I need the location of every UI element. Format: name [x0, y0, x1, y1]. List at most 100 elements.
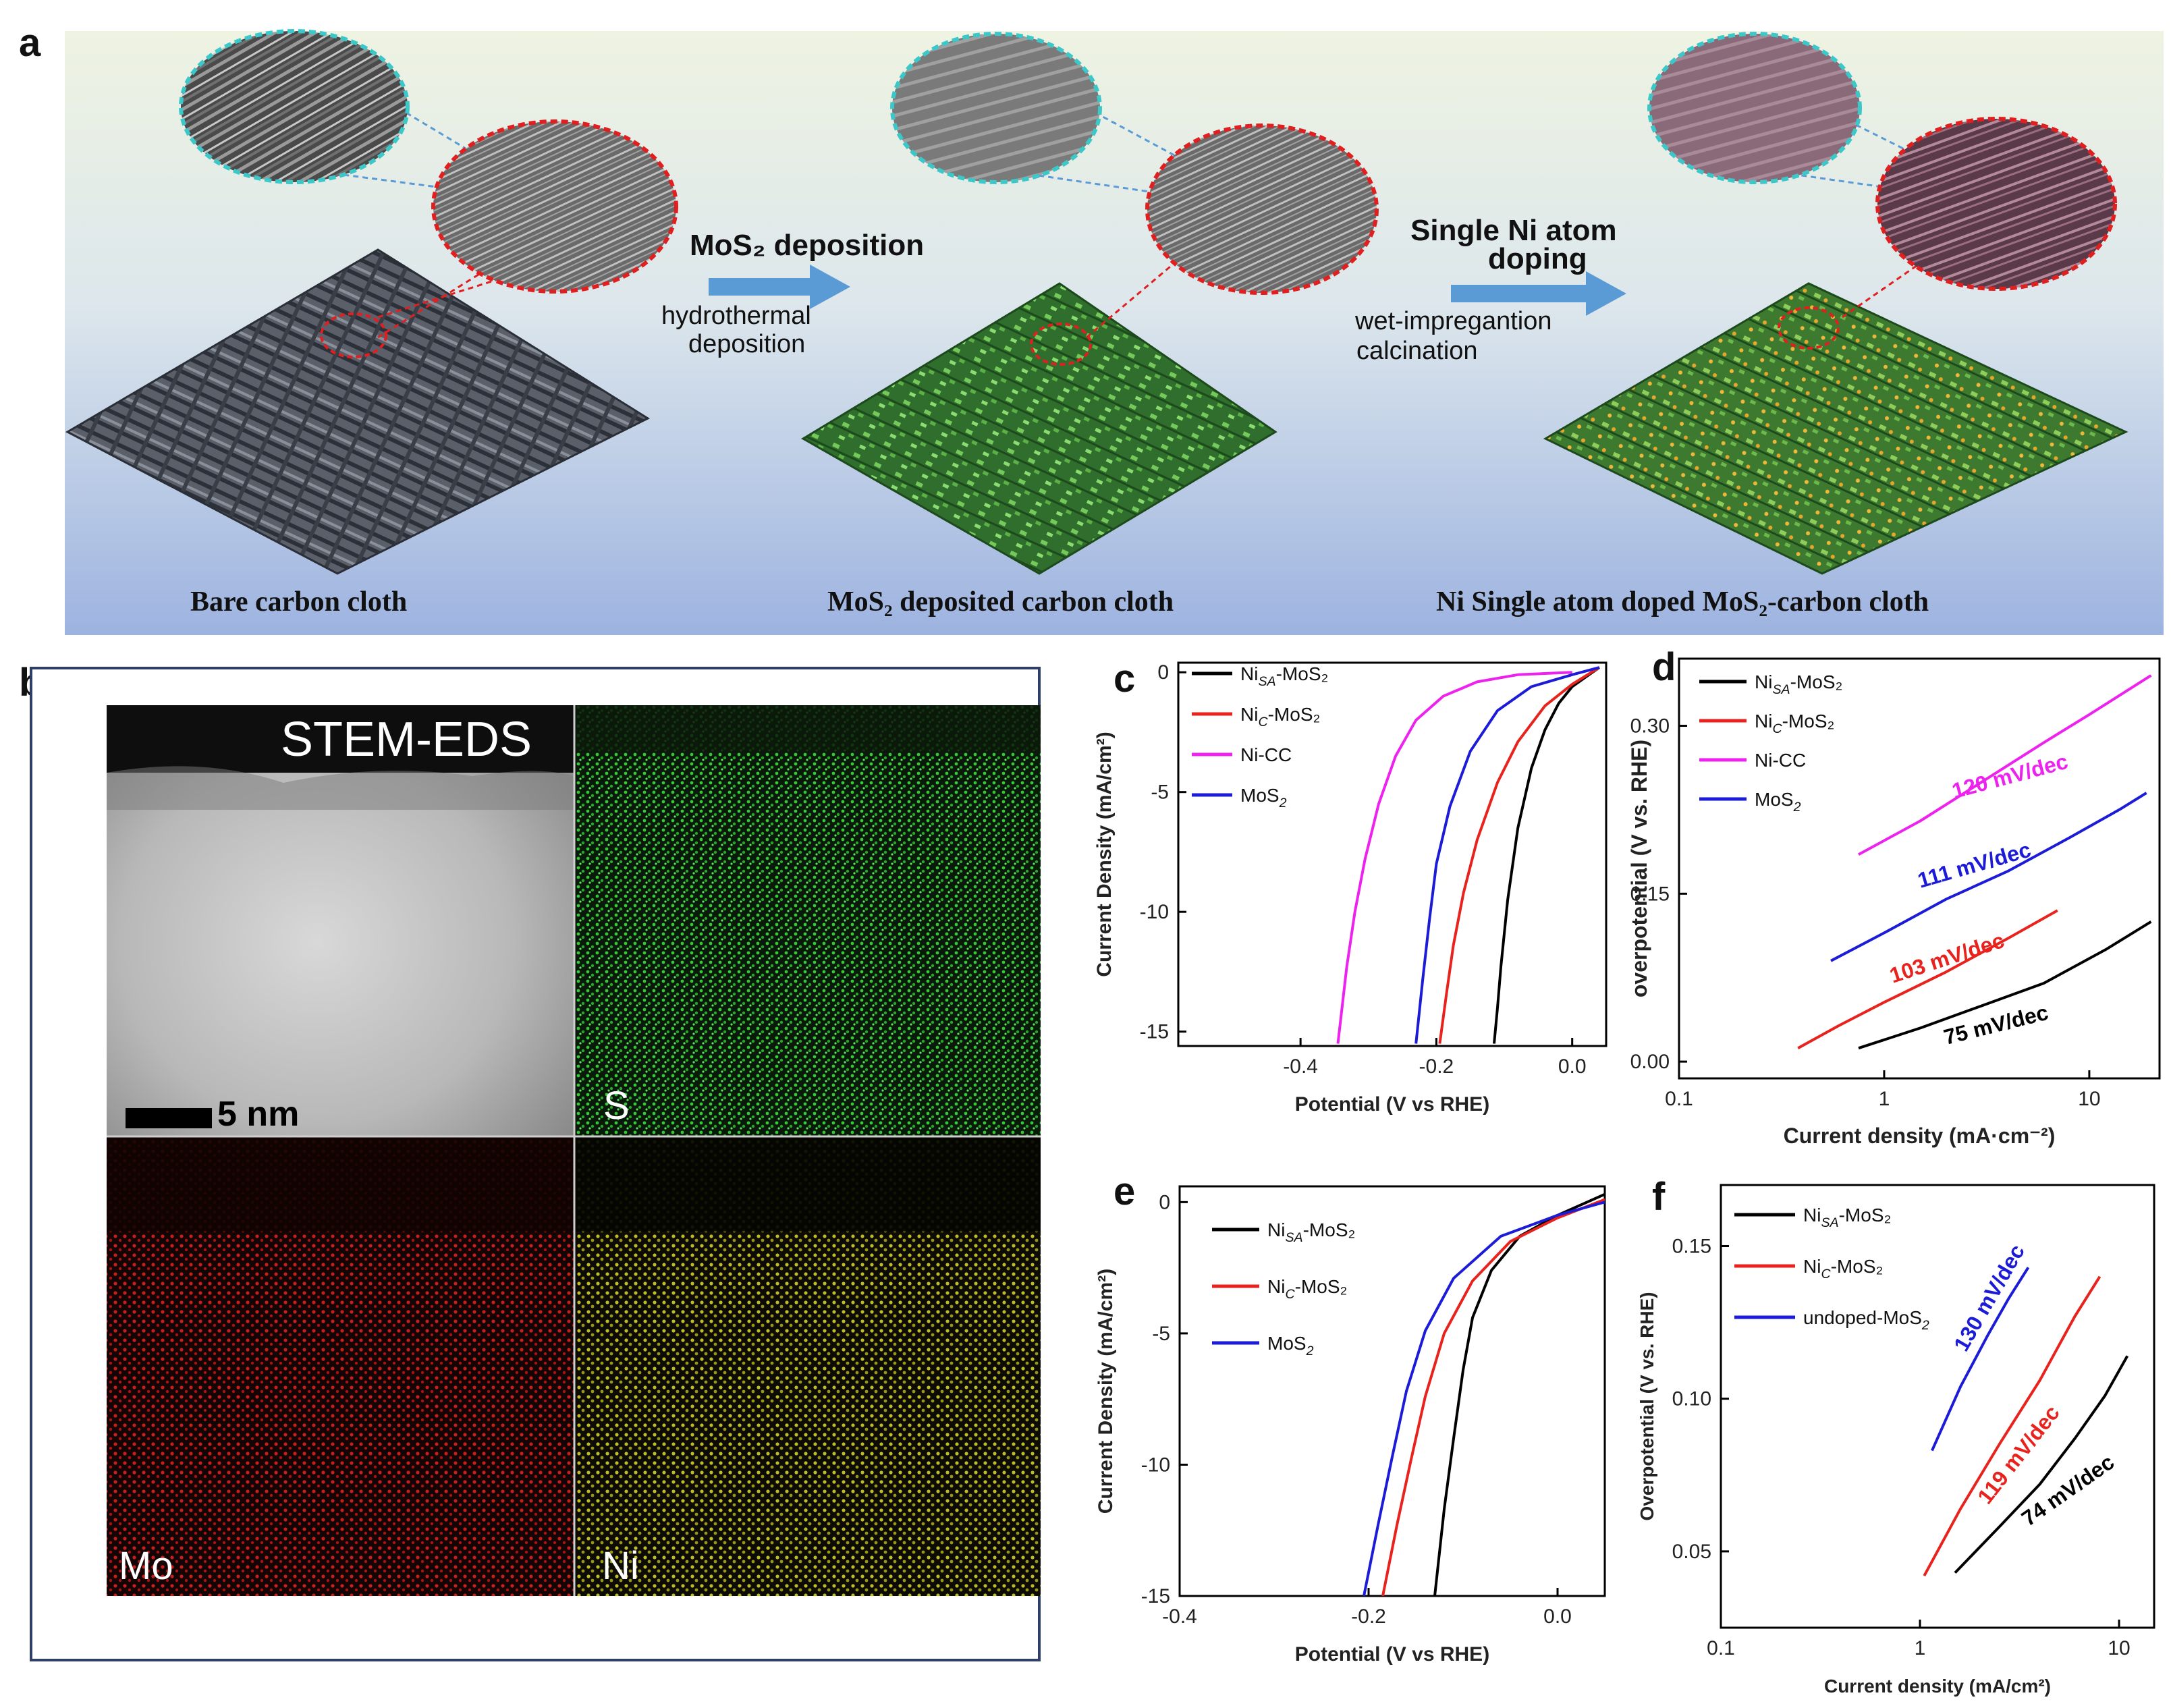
legend-entry: MoS2 — [1699, 789, 1801, 815]
x-tick-label: 10 — [2108, 1637, 2130, 1659]
panel-letter-e: e — [1114, 1169, 1136, 1213]
x-tick-label: 0.1 — [1665, 1088, 1693, 1110]
step2-sub1: wet-impregantion — [1354, 307, 1551, 335]
legend-label: NiC-MoS₂ — [1267, 1276, 1347, 1302]
legend-entry: MoS2 — [1192, 785, 1287, 810]
process-arrow-1 — [709, 265, 850, 309]
y-tick-label: 0.15 — [1630, 883, 1670, 905]
y-tick-label: 0.30 — [1630, 715, 1670, 738]
process-arrow-2 — [1451, 271, 1626, 316]
step1-title: MoS₂ deposition — [690, 229, 924, 262]
caption-mos2-cloth: MoS₂ deposited carbon cloth — [827, 586, 1174, 617]
caption-bare-cloth: Bare carbon cloth — [190, 586, 407, 617]
y-axis-label: Overpotential (V vs. RHE) — [1637, 1292, 1657, 1520]
x-tick-label: 10 — [2078, 1088, 2100, 1110]
step2-sub2: calcination — [1356, 337, 1478, 365]
y-tick-label: -15 — [1141, 1585, 1170, 1607]
map-label-mo: Mo — [119, 1544, 173, 1588]
legend-label: NiSA-MoS₂ — [1267, 1219, 1355, 1245]
x-axis-label: Potential (V vs RHE) — [1295, 1093, 1489, 1115]
series-line-1 — [1931, 1267, 2030, 1452]
sem-inset-mos2-small — [890, 32, 1175, 194]
x-tick-label: -0.2 — [1351, 1605, 1386, 1628]
legend-entry: MoS2 — [1212, 1333, 1314, 1358]
legend-entry: NiSA-MoS₂ — [1192, 663, 1328, 689]
legend-label: MoS2 — [1267, 1333, 1314, 1358]
plot-frame-f — [1720, 1184, 2155, 1629]
x-axis-label: Current density (mA·cm⁻²) — [1784, 1124, 2056, 1148]
legend-entry: NiSA-MoS₂ — [1734, 1205, 1891, 1230]
x-tick-label: -0.2 — [1419, 1055, 1454, 1078]
ni-doped-cloth-illustration — [1543, 282, 2128, 575]
panel-letter-c: c — [1114, 657, 1136, 700]
x-tick-label: -0.4 — [1162, 1605, 1197, 1628]
step1-sub2: deposition — [688, 330, 805, 358]
legend-label: MoS2 — [1240, 785, 1287, 810]
map-label-ni: Ni — [602, 1544, 639, 1588]
y-axis-label: overpotential (V vs. RHE) — [1627, 740, 1651, 997]
y-tick-label: 0 — [1157, 661, 1169, 684]
legend-label: NiSA-MoS₂ — [1240, 663, 1328, 689]
stem-eds-panel: STEM-EDS 5 nm S Mo Ni — [30, 667, 1041, 1661]
series-line-2 — [1923, 1275, 2101, 1577]
series-line-3 — [1363, 1201, 1605, 1596]
step2-title2: doping — [1488, 242, 1587, 275]
series-line-2 — [1381, 1198, 1605, 1596]
series-line-4 — [1858, 920, 2152, 1050]
scale-bar — [126, 1108, 212, 1128]
slope-annotation: 120 mV/dec — [1950, 749, 2070, 803]
panel-letter-a: a — [19, 21, 41, 65]
chart-e: -0.4 -0.2 0.0 0 -5 -10 -15 Potential (V vs RHE)… — [1095, 1185, 1606, 1665]
x-tick-label: 0.0 — [1558, 1055, 1587, 1078]
legend-label: NiC-MoS₂ — [1803, 1256, 1883, 1282]
legend-entry: NiC-MoS₂ — [1734, 1256, 1883, 1282]
legend-label: NiSA-MoS₂ — [1755, 671, 1842, 697]
chart-c: -0.4 -0.2 0.0 0 -5 -10 -15 Potential (V vs RHE)… — [1093, 661, 1607, 1115]
plot-frame-c — [1177, 661, 1607, 1047]
ni-map — [575, 1137, 1041, 1596]
series-line-2 — [1830, 792, 2147, 962]
series-line-3 — [1954, 1355, 2129, 1574]
slope-annotation: 130 mV/dec — [1949, 1240, 2029, 1356]
legend-label: NiC-MoS₂ — [1755, 711, 1834, 736]
step1-sub1: hydrothermal — [661, 302, 811, 330]
y-axis-label: Current Density (mA/cm²) — [1093, 732, 1116, 976]
slope-annotation: 111 mV/dec — [1915, 837, 2033, 893]
plot-frame-e — [1178, 1185, 1606, 1597]
y-tick-label: -10 — [1140, 901, 1169, 923]
legend-entry: Ni-CC — [1192, 744, 1292, 765]
legend-entry: Ni-CC — [1699, 750, 1806, 771]
y-axis-label: Current Density (mA/cm²) — [1095, 1269, 1117, 1514]
legend-label: NiC-MoS₂ — [1240, 704, 1320, 729]
sem-inset-ni-small — [1647, 32, 1904, 190]
y-tick-label: -5 — [1152, 1323, 1170, 1345]
legend-label: undoped-MoS2 — [1803, 1307, 1929, 1333]
series-line-1 — [1493, 666, 1601, 1044]
legend-label: MoS2 — [1755, 789, 1801, 815]
legend-entry: NiC-MoS₂ — [1192, 704, 1320, 729]
y-tick-label: 0.15 — [1672, 1235, 1711, 1257]
scale-bar-label: 5 nm — [217, 1095, 299, 1134]
series-line-1 — [1433, 1192, 1605, 1596]
legend-entry: NiSA-MoS₂ — [1212, 1219, 1355, 1245]
x-tick-label: -0.4 — [1283, 1055, 1318, 1078]
legend-label: Ni-CC — [1755, 750, 1806, 771]
legend-entry: undoped-MoS2 — [1734, 1307, 1929, 1333]
sem-inset-mos2-large — [1030, 123, 1379, 366]
bare-carbon-cloth-illustration — [65, 248, 651, 575]
series-line-3 — [1336, 671, 1572, 1044]
legend-label: Ni-CC — [1240, 744, 1292, 765]
caption-ni-cloth: Ni Single atom doped MoS₂-carbon cloth — [1436, 586, 1929, 617]
y-tick-label: 0 — [1159, 1191, 1170, 1213]
sem-inset-bare-large — [320, 119, 678, 358]
schematic-panel: MoS₂ deposition hydrothermal deposition … — [65, 29, 2164, 635]
s-map — [575, 705, 1041, 1136]
legend-entry: NiC-MoS₂ — [1699, 711, 1834, 736]
chart-d: 0.1 1 10 0.00 0.15 0.30 Current density (mA·cm… — [1627, 657, 2161, 1148]
y-tick-label: -10 — [1141, 1454, 1170, 1476]
legend-entry: NiSA-MoS₂ — [1699, 671, 1842, 697]
haadf-image — [107, 705, 574, 1136]
series-line-2 — [1438, 666, 1600, 1044]
x-tick-label: 1 — [1879, 1088, 1890, 1110]
legend-label: NiSA-MoS₂ — [1803, 1205, 1891, 1230]
